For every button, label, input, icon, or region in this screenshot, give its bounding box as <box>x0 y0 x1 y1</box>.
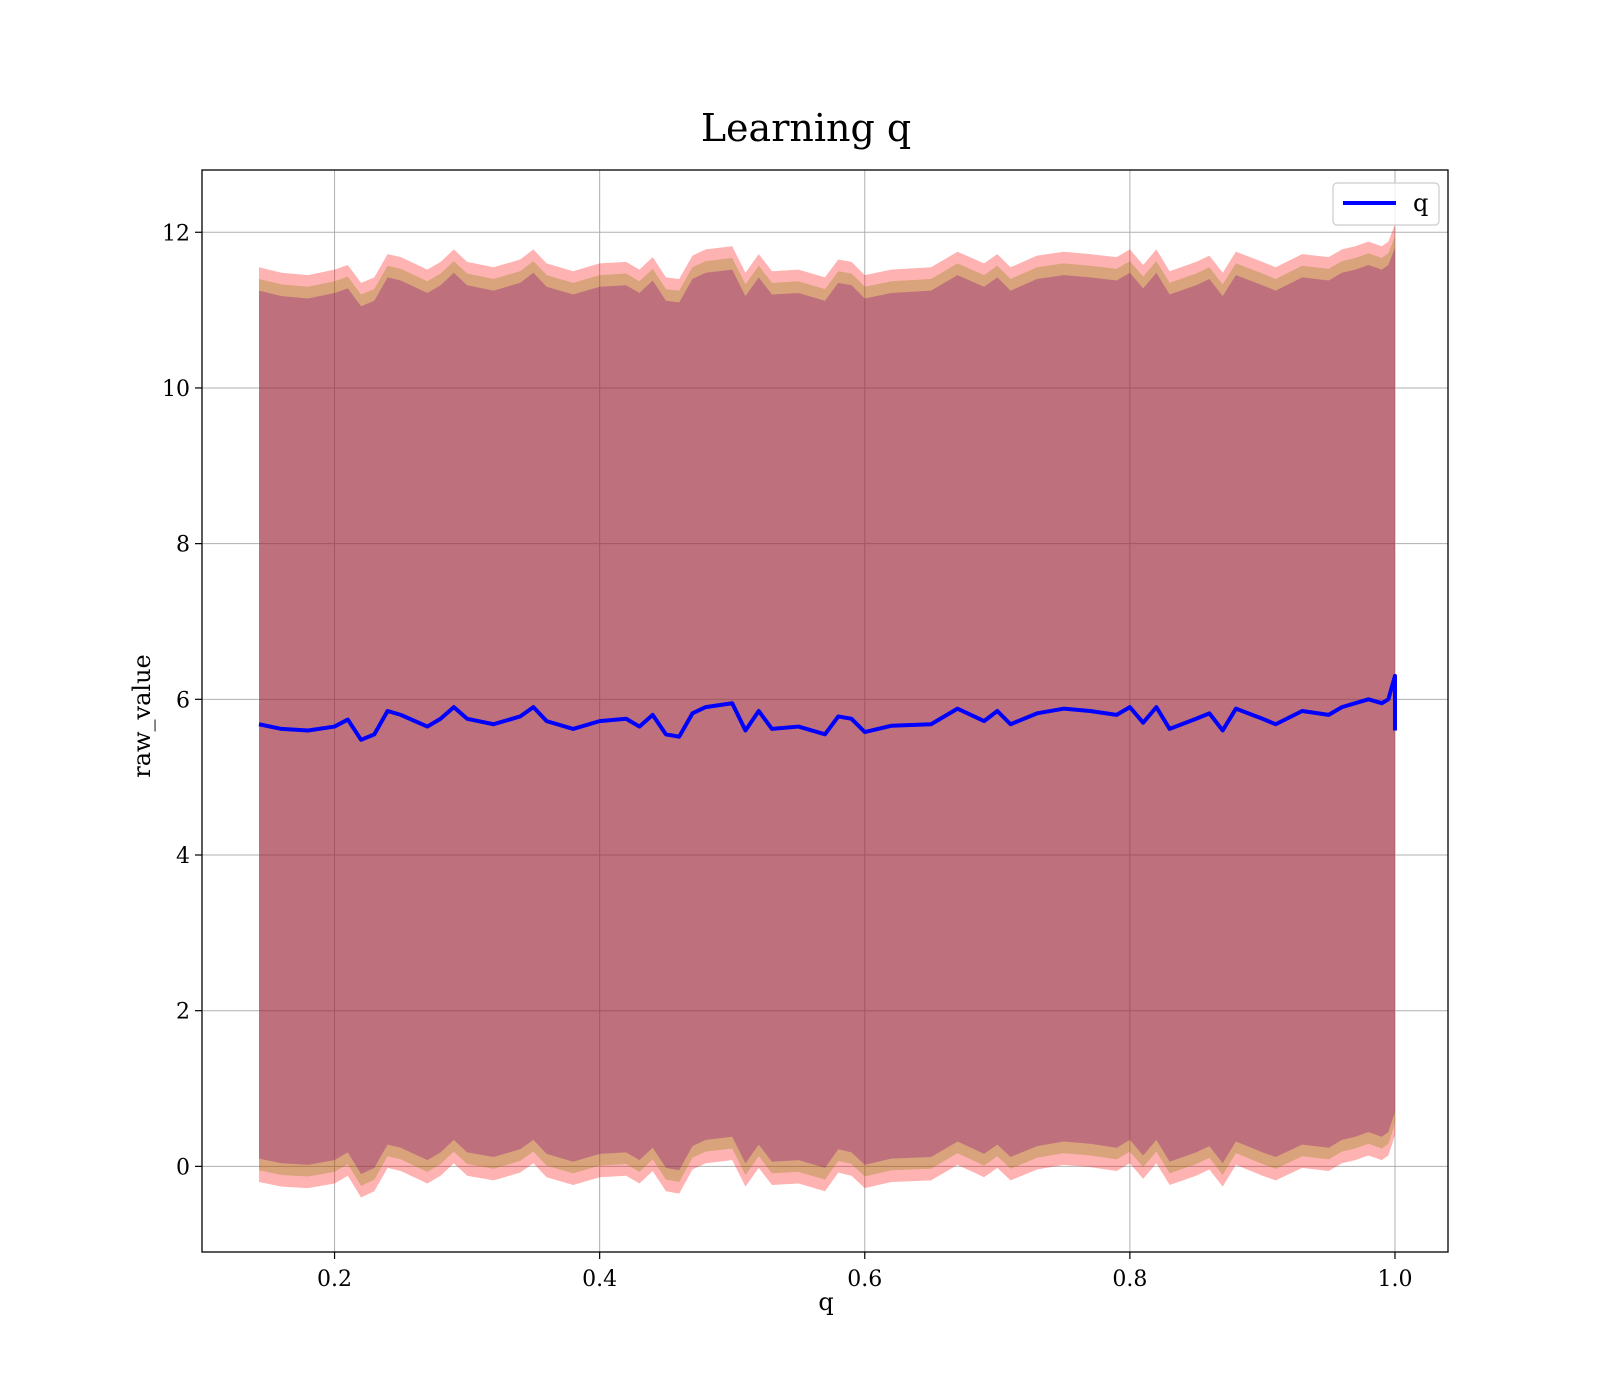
y-tick-label: 10 <box>162 377 190 402</box>
axes-frame <box>201 169 1449 1253</box>
y-axis-label: raw_value <box>128 654 156 778</box>
x-tick-label: 0.6 <box>847 1267 882 1292</box>
series-lines <box>258 673 1397 742</box>
y-axis-ticks: 0 2 4 6 8 10 12 <box>162 221 202 1180</box>
y-tick-label: 12 <box>162 221 190 246</box>
y-tick-label: 4 <box>176 844 190 869</box>
axes-border <box>201 169 1449 1253</box>
y-tick-label: 6 <box>176 688 190 713</box>
x-tick-label: 1.0 <box>1377 1267 1412 1292</box>
x-tick-label: 0.8 <box>1112 1267 1147 1292</box>
legend: q <box>1332 182 1440 226</box>
confidence-bands <box>259 224 1395 1198</box>
confidence-band-3 <box>259 247 1395 1175</box>
confidence-band-2 <box>259 236 1395 1186</box>
x-axis-ticks: 0.2 0.4 0.6 0.8 1.0 <box>317 1252 1412 1292</box>
grid-lines <box>202 170 1448 1252</box>
x-tick-label: 0.2 <box>317 1267 352 1292</box>
legend-label-q: q <box>1413 189 1428 217</box>
y-tick-label: 2 <box>176 1000 190 1025</box>
y-tick-label: 8 <box>176 533 190 558</box>
series-line-q <box>258 673 1397 742</box>
y-tick-label: 0 <box>176 1155 190 1180</box>
x-tick-label: 0.4 <box>582 1267 617 1292</box>
x-axis-label: q <box>818 1288 833 1316</box>
confidence-band-1 <box>259 224 1395 1198</box>
chart-title: Learning q <box>701 106 911 150</box>
